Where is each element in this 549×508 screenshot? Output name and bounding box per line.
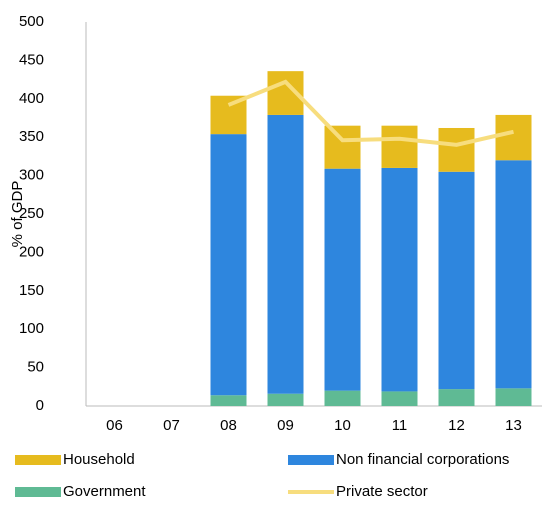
legend-swatch (15, 487, 61, 497)
x-tick-label: 11 (392, 417, 408, 434)
y-tick-label: 350 (19, 128, 44, 145)
x-tick-label: 12 (448, 417, 465, 434)
bar-segment (438, 171, 475, 390)
bar-segment (438, 127, 475, 172)
y-tick-label: 50 (27, 359, 44, 376)
y-tick-label: 200 (19, 243, 44, 260)
bar-segment (210, 395, 247, 406)
legend-label: Private sector (336, 483, 428, 500)
bar-segment (267, 393, 304, 406)
bar-segment (381, 125, 418, 168)
x-tick-label: 13 (505, 417, 522, 434)
bar-segment (381, 167, 418, 392)
y-tick-label: 300 (19, 167, 44, 184)
y-tick-label: 100 (19, 320, 44, 337)
y-axis-label: % of GDP (9, 181, 26, 248)
y-tick-label: 250 (19, 205, 44, 222)
y-tick-label: 0 (36, 397, 44, 414)
y-tick-label: 500 (19, 13, 44, 30)
x-tick-label: 07 (163, 417, 180, 434)
bar-segment (210, 134, 247, 396)
x-tick-label: 06 (106, 417, 123, 434)
bar-segment (495, 388, 532, 406)
y-tick-label: 400 (19, 90, 44, 107)
legend-swatch (15, 455, 61, 465)
bar-segment (267, 114, 304, 394)
y-tick-label: 150 (19, 282, 44, 299)
legend-label: Non financial corporations (336, 451, 509, 468)
bar-segment (495, 114, 532, 161)
bar-segment (381, 391, 418, 406)
legend-swatch (288, 455, 334, 465)
x-tick-label: 09 (277, 417, 294, 434)
bar-segment (495, 160, 532, 389)
legend-label: Household (63, 451, 135, 468)
bar-segment (324, 168, 361, 391)
bar-segment (438, 389, 475, 406)
x-tick-label: 10 (334, 417, 351, 434)
line (227, 79, 514, 147)
bar-segment (324, 125, 361, 169)
y-tick-label: 450 (19, 51, 44, 68)
legend-label: Government (63, 483, 146, 500)
bar-segment (324, 390, 361, 406)
x-tick-label: 08 (220, 417, 237, 434)
